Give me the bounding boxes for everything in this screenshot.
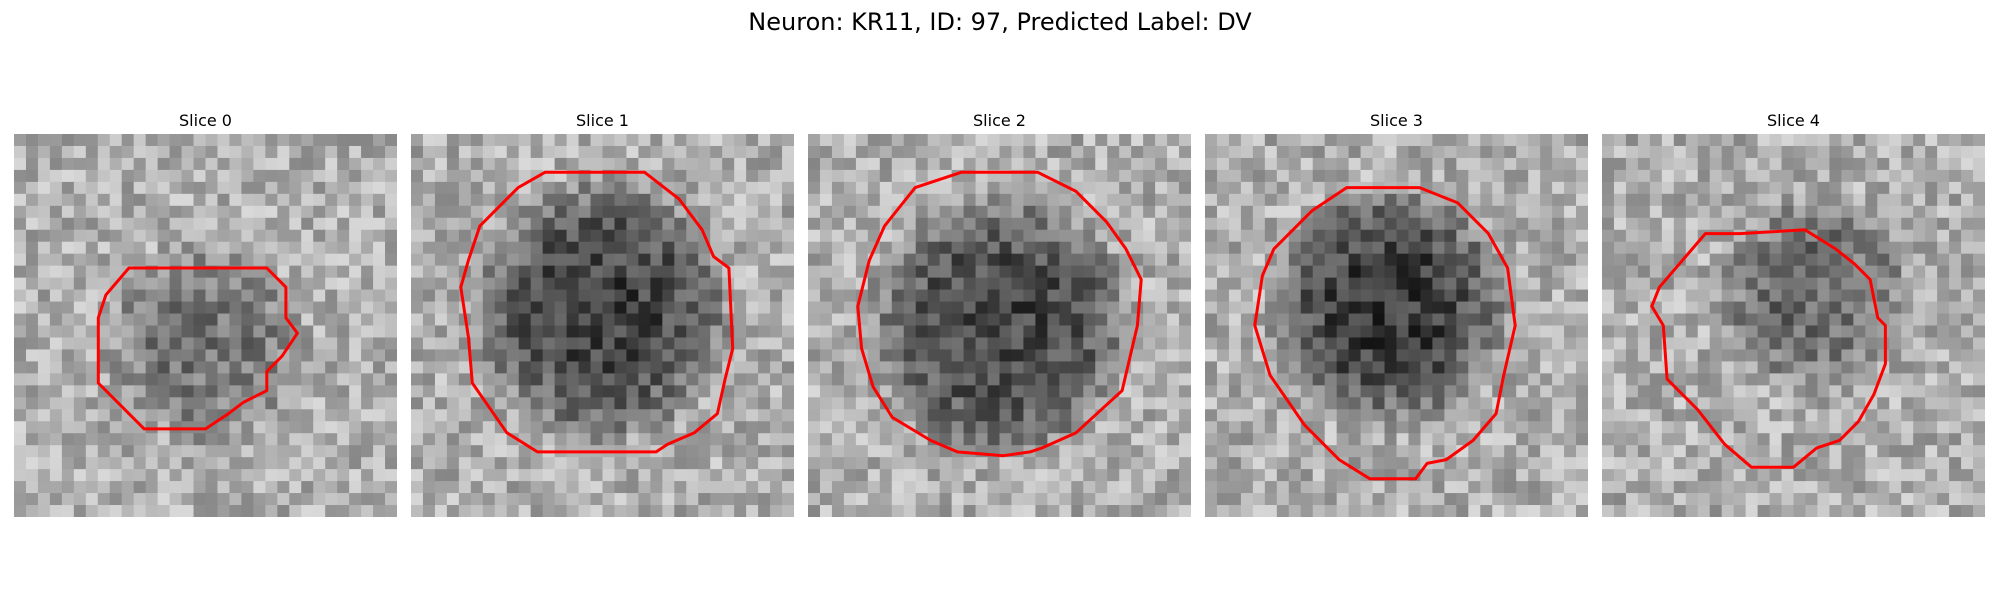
- slice-panel-2: Slice 2: [808, 110, 1191, 517]
- slice-image: [1205, 134, 1588, 517]
- slice-image: [1602, 134, 1985, 517]
- figure-title: Neuron: KR11, ID: 97, Predicted Label: D…: [0, 6, 2000, 38]
- slice-panel-0: Slice 0: [14, 110, 397, 517]
- pixel-grid: [411, 134, 794, 517]
- slice-image: [808, 134, 1191, 517]
- pixel-grid: [1602, 134, 1985, 517]
- slice-title: Slice 2: [808, 110, 1191, 132]
- slice-title: Slice 1: [411, 110, 794, 132]
- slice-panel-1: Slice 1: [411, 110, 794, 517]
- slice-image: [14, 134, 397, 517]
- slice-panel-4: Slice 4: [1602, 110, 1985, 517]
- slice-panel-3: Slice 3: [1205, 110, 1588, 517]
- slice-title: Slice 4: [1602, 110, 1985, 132]
- slice-image: [411, 134, 794, 517]
- pixel-grid: [1205, 134, 1588, 517]
- slice-title: Slice 0: [14, 110, 397, 132]
- slice-title: Slice 3: [1205, 110, 1588, 132]
- pixel-grid: [14, 134, 397, 517]
- pixel-grid: [808, 134, 1191, 517]
